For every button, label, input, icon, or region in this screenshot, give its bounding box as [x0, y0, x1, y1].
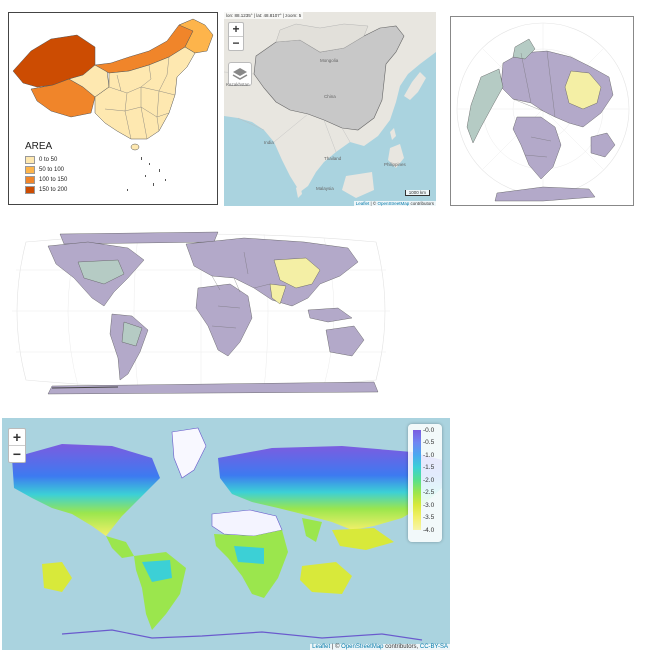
- eurasia: [185, 237, 359, 307]
- leaflet-raster-map[interactable]: + − -0.0 -0.5 -1.0 -1.5 -2.0 -2.5 -3.0 -3.5 -4.0…: [2, 418, 450, 650]
- cc-by-sa-link[interactable]: CC-BY-SA: [419, 644, 448, 650]
- map-attribution: Leaflet | © OpenStreetMap contributors, …: [310, 644, 450, 650]
- sri-lanka: [296, 184, 302, 198]
- zoom-out-button[interactable]: −: [12, 446, 22, 462]
- color-legend-tick: -4.0: [423, 526, 435, 534]
- leaflet-asia-map[interactable]: lon: 88.1235° | lat: 48.8107° | zoom: 5 …: [224, 12, 436, 206]
- place-label: China: [324, 94, 336, 99]
- australia: [300, 562, 352, 594]
- place-label: Thailand: [324, 156, 342, 161]
- borneo: [342, 172, 374, 198]
- azimuthal-world-map: [450, 16, 634, 206]
- canada-usa-alt: [77, 259, 125, 285]
- zoom-control[interactable]: + −: [228, 22, 244, 51]
- greenland: [171, 427, 207, 479]
- greenland: [512, 38, 536, 60]
- southeast-asia: [307, 307, 353, 323]
- legend-item: 50 to 100: [25, 165, 67, 174]
- antarctica: [47, 381, 379, 395]
- zoom-out-button[interactable]: −: [232, 36, 240, 50]
- place-label: Mongolia: [320, 58, 339, 63]
- legend-label: 50 to 100: [39, 166, 65, 173]
- eurasia: [218, 446, 442, 530]
- sahara: [211, 509, 283, 537]
- china-provinces-svg: [12, 18, 214, 191]
- color-legend-tick: -2.0: [423, 476, 435, 484]
- color-legend-tick: -0.5: [423, 439, 435, 446]
- place-label: Kazakhstan: [226, 82, 250, 87]
- mongolia-border: [275, 23, 369, 53]
- africa: [512, 116, 562, 180]
- attribution-mid: contributors,: [383, 644, 420, 650]
- legend-label: 150 to 200: [39, 186, 68, 193]
- india: [302, 518, 322, 542]
- leaflet-link[interactable]: Leaflet: [355, 201, 370, 206]
- color-legend-tick: -1.5: [423, 464, 435, 471]
- color-legend-tick: -2.5: [423, 489, 435, 496]
- central-america: [106, 536, 134, 558]
- azimuthal-map-svg: [456, 22, 630, 202]
- sa-wet: [142, 560, 172, 582]
- southeast-asia: [332, 528, 394, 550]
- province-qinghai: [68, 64, 110, 98]
- osm-link[interactable]: OpenStreetMap: [341, 644, 384, 650]
- china-choropleth-map: AREA 0 to 50 50 to 100 100 to 150 150 to…: [8, 12, 218, 205]
- americas: [466, 68, 504, 144]
- antarctica-edge: [51, 386, 119, 389]
- taiwan: [390, 128, 396, 140]
- legend-item: 0 to 50: [25, 155, 67, 164]
- leaflet-link[interactable]: Leaflet: [312, 644, 331, 650]
- arctic-band: [59, 231, 219, 245]
- color-legend-tick: -0.0: [423, 426, 435, 434]
- attribution-separator: | ©: [369, 201, 378, 206]
- china-highlight: [273, 257, 321, 289]
- attribution-tail: contributors: [409, 201, 434, 206]
- north-america: [12, 444, 160, 536]
- legend-item: 100 to 150: [25, 175, 67, 184]
- australia-east: [42, 562, 72, 592]
- asia-basemap-svg: [224, 12, 436, 198]
- brazil-alt: [121, 321, 143, 347]
- area-legend: AREA 0 to 50 50 to 100 100 to 150 150 to…: [25, 141, 67, 195]
- legend-item: 150 to 200: [25, 185, 67, 194]
- layers-icon: [232, 68, 248, 80]
- world-map-projection: [8, 222, 394, 400]
- layers-button[interactable]: [228, 62, 252, 86]
- coordinate-readout: lon: 88.1235° | lat: 48.8107° | zoom: 5: [224, 12, 304, 19]
- scale-bar: 1000 km: [404, 190, 430, 196]
- place-label: India: [264, 140, 274, 145]
- legend-title: AREA: [25, 141, 53, 152]
- antarctica: [494, 186, 596, 202]
- philippines: [388, 144, 404, 168]
- africa: [214, 530, 288, 598]
- africa-wet: [234, 546, 264, 564]
- province-tibet: [30, 78, 96, 118]
- world-projection-svg: [12, 231, 390, 395]
- australia: [590, 132, 616, 158]
- osm-link[interactable]: OpenStreetMap: [377, 201, 410, 206]
- zoom-in-button[interactable]: +: [229, 23, 243, 37]
- legend-label: 0 to 50: [39, 156, 58, 163]
- raster-overlay-svg: [12, 427, 442, 641]
- place-label: Malaysia: [316, 186, 334, 191]
- place-label: Philippines: [384, 162, 406, 167]
- province-heilongjiang: [178, 18, 214, 54]
- color-legend-tick: -3.5: [423, 514, 435, 521]
- china-highlight: [564, 70, 602, 110]
- zoom-control[interactable]: + −: [8, 428, 26, 463]
- color-legend-tick: -1.0: [423, 451, 435, 459]
- legend-label: 100 to 150: [39, 176, 68, 183]
- attribution-separator: | ©: [330, 644, 342, 650]
- australia: [325, 325, 365, 357]
- antarctica-bits: [61, 629, 423, 641]
- africa: [195, 283, 253, 357]
- island-hainan: [130, 143, 140, 151]
- india-highlight: [269, 283, 287, 305]
- color-legend-tick: -3.0: [423, 501, 435, 509]
- color-ramp: [413, 430, 421, 530]
- color-legend: -0.0 -0.5 -1.0 -1.5 -2.0 -2.5 -3.0 -3.5 -4.0: [408, 424, 442, 542]
- map-attribution: Leaflet | © OpenStreetMap contributors: [353, 201, 436, 206]
- japan: [404, 72, 426, 100]
- zoom-in-button[interactable]: +: [9, 429, 25, 446]
